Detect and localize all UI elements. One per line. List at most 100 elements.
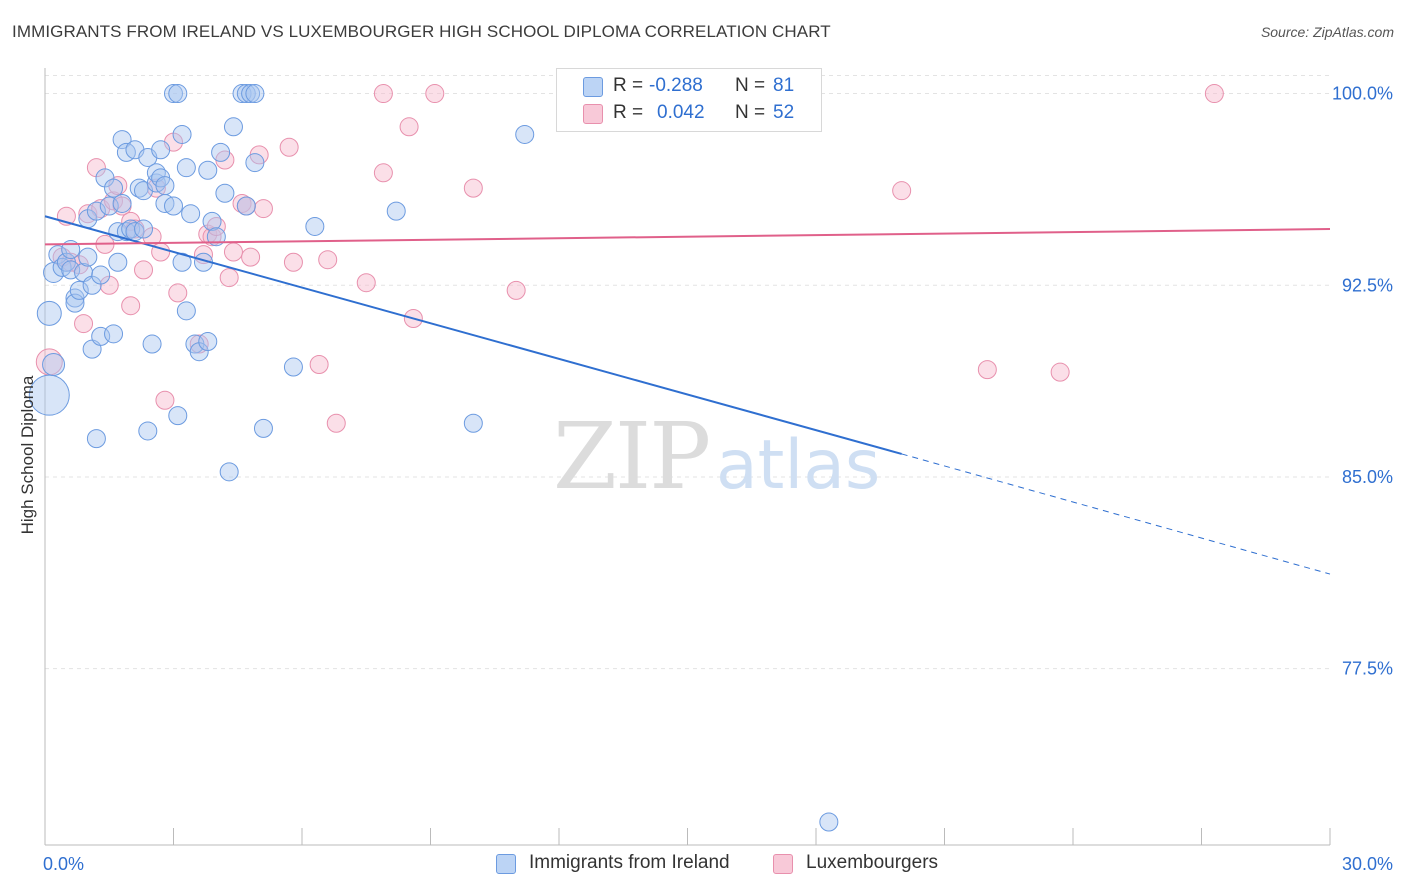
ireland-point bbox=[104, 178, 124, 198]
ireland-point bbox=[69, 280, 89, 300]
y-tick-label: 92.5% bbox=[1342, 275, 1393, 295]
luxembourgers-point bbox=[74, 314, 94, 334]
ireland-point bbox=[138, 421, 158, 441]
luxembourgers-point bbox=[253, 199, 273, 219]
series-ireland-points bbox=[28, 84, 839, 832]
ireland-point bbox=[236, 196, 256, 216]
ireland-point bbox=[151, 140, 171, 160]
luxembourgers-point bbox=[1204, 84, 1224, 104]
ireland-point bbox=[245, 153, 265, 173]
ireland-point bbox=[91, 265, 111, 285]
legend-swatch-luxembourgers bbox=[583, 104, 603, 124]
luxembourgers-point bbox=[425, 84, 445, 104]
ireland-point bbox=[198, 331, 218, 351]
legend-r-label: R = bbox=[613, 75, 644, 96]
ireland-point bbox=[305, 216, 325, 236]
chart-title: IMMIGRANTS FROM IRELAND VS LUXEMBOURGER … bbox=[12, 22, 831, 41]
ireland-point bbox=[463, 413, 483, 433]
bottom-legend-swatch-luxembourgers bbox=[773, 854, 793, 874]
watermark-zip: ZIP bbox=[553, 403, 709, 510]
ireland-point bbox=[142, 334, 162, 354]
ireland-point bbox=[219, 462, 239, 482]
legend-swatch-ireland bbox=[583, 77, 603, 97]
luxembourgers-point bbox=[283, 252, 303, 272]
luxembourgers-point bbox=[356, 273, 376, 293]
luxembourgers-point bbox=[155, 390, 175, 410]
ireland-point bbox=[819, 812, 839, 832]
bottom-legend-label-luxembourgers: Luxembourgers bbox=[806, 852, 939, 873]
ireland-point bbox=[253, 418, 273, 438]
ireland-point bbox=[176, 301, 196, 321]
ireland-point bbox=[245, 84, 265, 104]
ireland-point bbox=[211, 142, 231, 162]
stats-legend: R = -0.288 N = 81 R = 0.042 N = 52 bbox=[556, 68, 822, 132]
grid-lines bbox=[45, 75, 1330, 670]
luxembourgers-point bbox=[134, 260, 154, 280]
luxembourgers-point bbox=[223, 242, 243, 262]
ireland-point bbox=[223, 117, 243, 137]
ireland-point bbox=[168, 406, 188, 426]
ireland-point bbox=[112, 130, 132, 150]
ireland-point bbox=[42, 352, 66, 376]
ireland-point bbox=[104, 324, 124, 344]
ireland-point bbox=[206, 227, 226, 247]
trend-lines bbox=[44, 215, 1331, 575]
legend-r-label: R = bbox=[613, 102, 644, 123]
legend-n-value: 81 bbox=[773, 75, 795, 96]
ireland-point bbox=[168, 84, 188, 104]
x-tick-labels: 0.0% 30.0% bbox=[43, 854, 1393, 874]
luxembourgers-point bbox=[121, 296, 141, 316]
ireland-point bbox=[36, 300, 62, 326]
ireland-point bbox=[386, 201, 406, 221]
luxembourgers-point bbox=[399, 117, 419, 137]
ireland-trend-line bbox=[44, 215, 902, 455]
ireland-point bbox=[65, 293, 85, 313]
y-tick-label: 100.0% bbox=[1332, 84, 1393, 104]
legend-n-label: N = bbox=[735, 75, 766, 96]
ireland-point bbox=[155, 176, 175, 196]
ireland-point bbox=[172, 124, 192, 144]
y-axis-label: High School Diploma bbox=[18, 375, 37, 535]
luxembourgers-point bbox=[373, 163, 393, 183]
ireland-point bbox=[112, 193, 132, 213]
luxembourgers-point bbox=[318, 250, 338, 270]
luxembourgers-point bbox=[1050, 362, 1070, 382]
ireland-point bbox=[215, 183, 235, 203]
luxembourgers-point bbox=[892, 181, 912, 201]
luxembourgers-point bbox=[373, 84, 393, 104]
legend-r-value: -0.288 bbox=[649, 75, 703, 96]
luxembourgers-point bbox=[219, 268, 239, 288]
source-label: Source: ZipAtlas.com bbox=[1260, 24, 1394, 40]
legend-n-value: 52 bbox=[773, 102, 795, 123]
luxembourgers-point bbox=[506, 280, 526, 300]
luxembourgers-point bbox=[309, 354, 329, 374]
legend-r-value: 0.042 bbox=[657, 102, 705, 123]
legend-n-label: N = bbox=[735, 102, 766, 123]
ireland-point bbox=[134, 219, 154, 239]
ireland-point bbox=[283, 357, 303, 377]
axes bbox=[44, 68, 1331, 846]
luxembourgers-point bbox=[463, 178, 483, 198]
ireland-point bbox=[176, 158, 196, 178]
bottom-legend-label-ireland: Immigrants from Ireland bbox=[529, 852, 730, 873]
ireland-point bbox=[202, 211, 222, 231]
y-tick-label: 85.0% bbox=[1342, 467, 1393, 487]
ireland-point bbox=[198, 160, 218, 180]
ireland-point bbox=[241, 84, 261, 104]
watermark-atlas: atlas bbox=[716, 426, 880, 505]
ireland-point bbox=[86, 429, 106, 449]
luxembourgers-point bbox=[168, 283, 188, 303]
ireland-trend-extension bbox=[901, 453, 1331, 575]
ireland-point bbox=[164, 196, 183, 216]
y-tick-label: 77.5% bbox=[1342, 659, 1393, 679]
luxembourgers-trend-line bbox=[44, 228, 1331, 246]
ireland-point bbox=[181, 204, 201, 224]
luxembourgers-point bbox=[202, 227, 222, 247]
ireland-point bbox=[164, 84, 183, 104]
x-tick-label: 30.0% bbox=[1342, 854, 1393, 874]
x-tick-label: 0.0% bbox=[43, 854, 84, 874]
watermark: ZIP atlas bbox=[553, 403, 880, 510]
ireland-point bbox=[108, 252, 128, 272]
luxembourgers-point bbox=[326, 413, 346, 433]
